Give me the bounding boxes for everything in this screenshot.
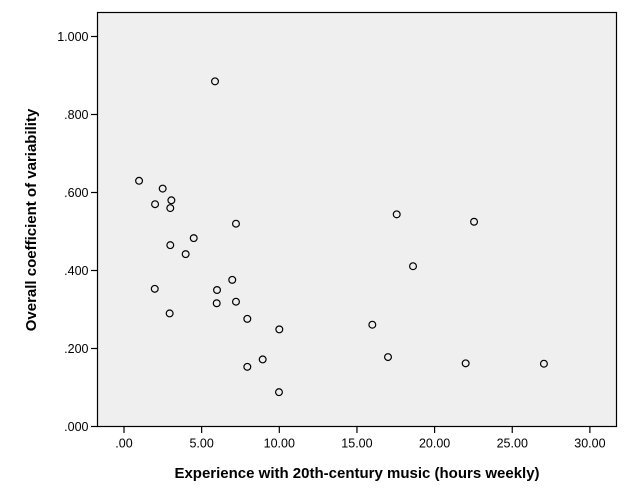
- data-point: [392, 210, 401, 219]
- data-point: [212, 299, 221, 308]
- data-point: [166, 204, 175, 213]
- x-tick-label: .00: [115, 437, 132, 451]
- data-point: [258, 355, 267, 364]
- data-point: [243, 314, 252, 323]
- y-tick-label: .800: [64, 108, 88, 122]
- data-point: [275, 325, 284, 334]
- x-tick-label: 10.00: [264, 437, 295, 451]
- x-tick-label: 30.00: [574, 437, 605, 451]
- data-point: [228, 275, 237, 284]
- data-point: [166, 241, 175, 250]
- data-point: [150, 284, 159, 293]
- y-tick-label: .200: [64, 342, 88, 356]
- plot-area: [96, 11, 618, 428]
- x-axis-title: Experience with 20th-century music (hour…: [174, 465, 539, 482]
- data-point: [231, 219, 240, 228]
- data-point: [211, 77, 220, 86]
- y-tick-label: .400: [64, 264, 88, 278]
- x-axis-ticks: .00 5.00 10.00 15.00 20.00 25.00 30.00: [115, 426, 606, 451]
- y-axis-title: Overall coefficient of variability: [23, 108, 40, 331]
- data-point: [243, 362, 252, 371]
- data-point: [461, 359, 470, 368]
- data-point: [539, 359, 548, 368]
- data-point: [231, 297, 240, 306]
- data-point: [409, 262, 418, 271]
- y-tick-label: 1.000: [57, 30, 88, 44]
- x-tick-label: 25.00: [497, 437, 528, 451]
- y-tick-label: .000: [64, 420, 88, 434]
- data-point: [135, 176, 144, 185]
- y-tick-label: .600: [64, 186, 88, 200]
- data-points-layer: [135, 77, 548, 397]
- data-point: [274, 388, 283, 397]
- data-point: [384, 353, 393, 362]
- data-point: [189, 234, 198, 243]
- data-point: [167, 196, 176, 205]
- x-tick-label: 5.00: [189, 437, 213, 451]
- data-point: [470, 217, 479, 226]
- data-point: [368, 320, 377, 329]
- y-axis-ticks: .000 .200 .400 .600 .800 1.000: [57, 30, 98, 434]
- x-tick-label: 20.00: [419, 437, 450, 451]
- x-tick-label: 15.00: [341, 437, 372, 451]
- data-point: [158, 184, 167, 193]
- data-point: [213, 286, 222, 295]
- data-point: [151, 200, 160, 209]
- data-point: [181, 250, 190, 259]
- data-point: [165, 309, 174, 318]
